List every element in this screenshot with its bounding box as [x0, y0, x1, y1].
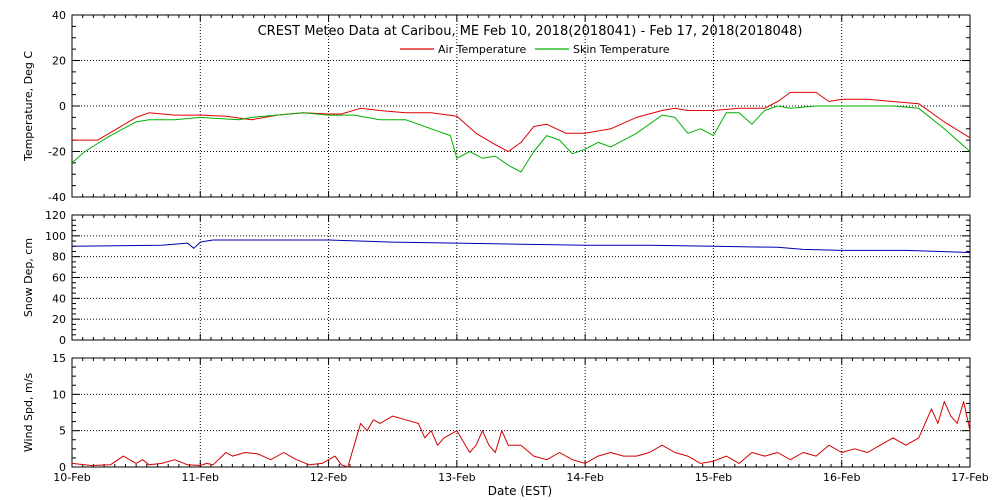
y-tick-label: 0: [59, 461, 66, 474]
y-tick-label: 120: [45, 209, 66, 222]
temperature-panel: -40 -20 0 20 40 Temperature, Deg C: [22, 9, 971, 204]
y-tick-label: 0: [59, 100, 66, 113]
y-tick-label: 15: [52, 352, 66, 365]
plot-frame: [71, 214, 971, 341]
y-axis-label: Snow Dep, cm: [22, 238, 35, 317]
series-skin-temperature: [71, 105, 971, 173]
wind-speed-panel: 0 5 10 15 Wind Spd, m/s 10-Feb 11-Feb 12-Feb 13-…: [22, 352, 989, 484]
plot-frame: [71, 357, 971, 468]
legend-label: Air Temperature: [438, 43, 527, 56]
series-snow-depth: [71, 239, 971, 253]
y-tick-label: 80: [52, 251, 66, 264]
y-tick-label: 100: [45, 230, 66, 243]
y-tick-label: 20: [52, 55, 66, 68]
y-axis-label: Wind Spd, m/s: [22, 373, 35, 453]
x-tick-label: 10-Feb: [53, 471, 90, 484]
y-tick-label: 40: [52, 9, 66, 22]
legend-label: Skin Temperature: [573, 43, 670, 56]
snow-depth-panel: 0 20 40 60 80 100 120 Snow Dep, cm: [22, 209, 971, 347]
y-tick-label: 40: [52, 292, 66, 305]
series-air-temperature: [72, 91, 971, 152]
y-tick-label: -40: [48, 191, 66, 204]
x-tick-label: 12-Feb: [310, 471, 347, 484]
y-tick-label: 60: [52, 272, 66, 285]
x-tick-label: 11-Feb: [182, 471, 219, 484]
series-wind-speed: [71, 401, 971, 468]
x-tick-label: 16-Feb: [823, 471, 860, 484]
y-tick-label: 5: [59, 425, 66, 438]
x-axis-label: Date (EST): [488, 484, 552, 498]
x-tick-label: 13-Feb: [438, 471, 475, 484]
y-tick-label: -20: [48, 146, 66, 159]
y-axis-label: Temperature, Deg C: [22, 51, 35, 162]
y-tick-label: 10: [52, 388, 66, 401]
y-tick-label: 20: [52, 313, 66, 326]
x-tick-label: 17-Feb: [951, 471, 988, 484]
x-tick-label: 14-Feb: [566, 471, 603, 484]
legend: Air Temperature Skin Temperature: [400, 43, 670, 56]
y-tick-label: 0: [59, 334, 66, 347]
chart-title: CREST Meteo Data at Caribou, ME Feb 10, …: [258, 24, 803, 39]
x-tick-label: 15-Feb: [695, 471, 732, 484]
